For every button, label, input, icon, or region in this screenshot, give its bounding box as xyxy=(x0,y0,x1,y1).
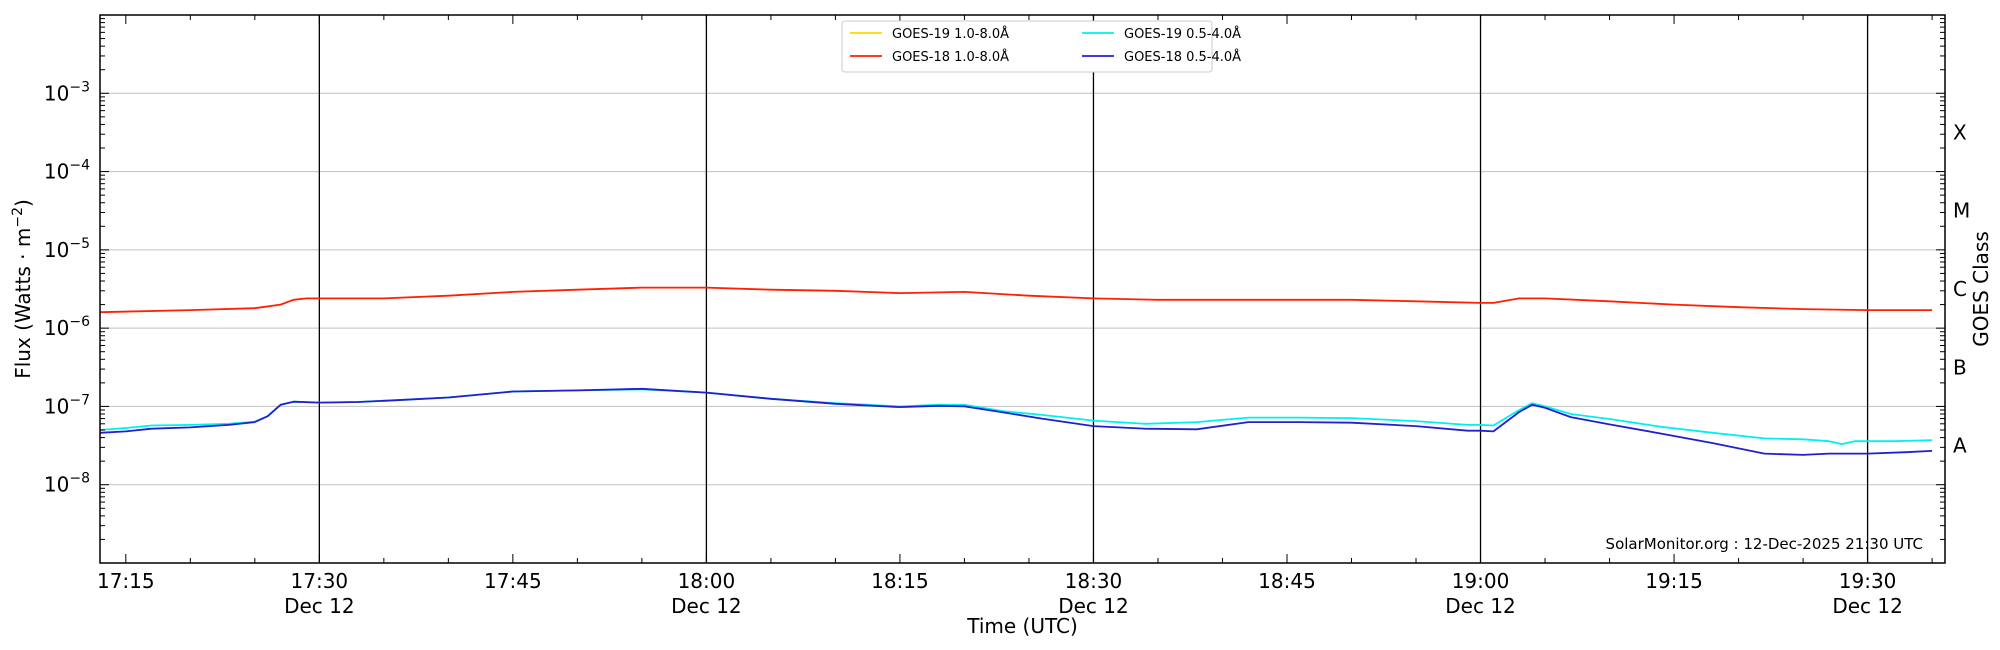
y-tick-exponent: −8 xyxy=(69,471,90,487)
series-layer xyxy=(99,286,1933,456)
grid-layer xyxy=(100,92,1945,486)
y-tick-base: 10 xyxy=(44,238,69,262)
legend-label: GOES-19 0.5-4.0Å xyxy=(1124,26,1241,42)
x-tick-label: 18:30 xyxy=(1065,569,1123,593)
credit-text: SolarMonitor.org : 12-Dec-2025 21:30 UTC xyxy=(1606,535,1923,553)
x-tick-label: 18:00 xyxy=(678,569,736,593)
tick-layer xyxy=(100,15,1945,564)
right-axis-title: GOES Class xyxy=(1969,231,1993,347)
series-line-3 xyxy=(99,387,1933,456)
y-tick-exponent: −6 xyxy=(69,314,90,330)
legend-box xyxy=(841,20,1213,73)
vertical-day-lines xyxy=(318,15,1869,563)
y-tick-base: 10 xyxy=(44,160,69,184)
y-tick-exponent: −7 xyxy=(69,392,90,408)
y-tick-base: 10 xyxy=(44,394,69,418)
y-title-main: Flux (Watts · m xyxy=(11,228,35,379)
legend: GOES-19 1.0-8.0Å GOES-18 1.0-8.0Å GOES-19 … xyxy=(841,20,1241,73)
y-tick-exponent: −4 xyxy=(69,158,90,174)
y-tick-exponent: −3 xyxy=(69,79,90,95)
x-axis-title: Time (UTC) xyxy=(966,614,1078,638)
x-tick-label: 17:45 xyxy=(484,569,542,593)
y-axis-title: Flux (Watts · m−2) xyxy=(10,199,35,379)
legend-label: GOES-18 1.0-8.0Å xyxy=(892,49,1009,65)
plot-frame xyxy=(99,14,1946,564)
goes-class-label: B xyxy=(1953,355,1967,379)
y-tick-base: 10 xyxy=(44,316,69,340)
goes-class-label: A xyxy=(1953,434,1967,458)
x-tick-label: 18:45 xyxy=(1258,569,1316,593)
x-tick-label: 19:30 xyxy=(1839,569,1897,593)
y-tick-exponent: −5 xyxy=(69,236,90,252)
x-tick-label: 17:30 xyxy=(291,569,349,593)
y-tick-base: 10 xyxy=(44,81,69,105)
x-tick-date-label: Dec 12 xyxy=(1445,594,1516,618)
series-line-1 xyxy=(99,286,1933,314)
x-tick-date-label: Dec 12 xyxy=(671,594,742,618)
goes-class-label: M xyxy=(1953,199,1970,223)
legend-label: GOES-19 1.0-8.0Å xyxy=(892,26,1009,42)
x-tick-label: 17:15 xyxy=(97,569,155,593)
y-title-close: ) xyxy=(11,199,35,207)
legend-label: GOES-18 0.5-4.0Å xyxy=(1124,49,1241,65)
y-tick-label: 10−8 xyxy=(44,471,90,497)
y-tick-label: 10−3 xyxy=(44,79,90,105)
y-title-exponent: −2 xyxy=(10,207,26,228)
y-tick-label: 10−6 xyxy=(44,314,90,340)
x-tick-label: 19:00 xyxy=(1452,569,1510,593)
x-tick-label: 18:15 xyxy=(871,569,929,593)
x-tick-label: 19:15 xyxy=(1645,569,1703,593)
goes-class-label: C xyxy=(1953,277,1967,301)
y-tick-label: 10−5 xyxy=(44,236,90,262)
x-tick-date-label: Dec 12 xyxy=(1058,594,1129,618)
y-tick-base: 10 xyxy=(44,473,69,497)
x-tick-date-label: Dec 12 xyxy=(1832,594,1903,618)
y-tick-label: 10−4 xyxy=(44,158,90,184)
goes-class-label: X xyxy=(1953,120,1967,144)
x-tick-date-label: Dec 12 xyxy=(284,594,355,618)
y-tick-label: 10−7 xyxy=(44,392,90,418)
